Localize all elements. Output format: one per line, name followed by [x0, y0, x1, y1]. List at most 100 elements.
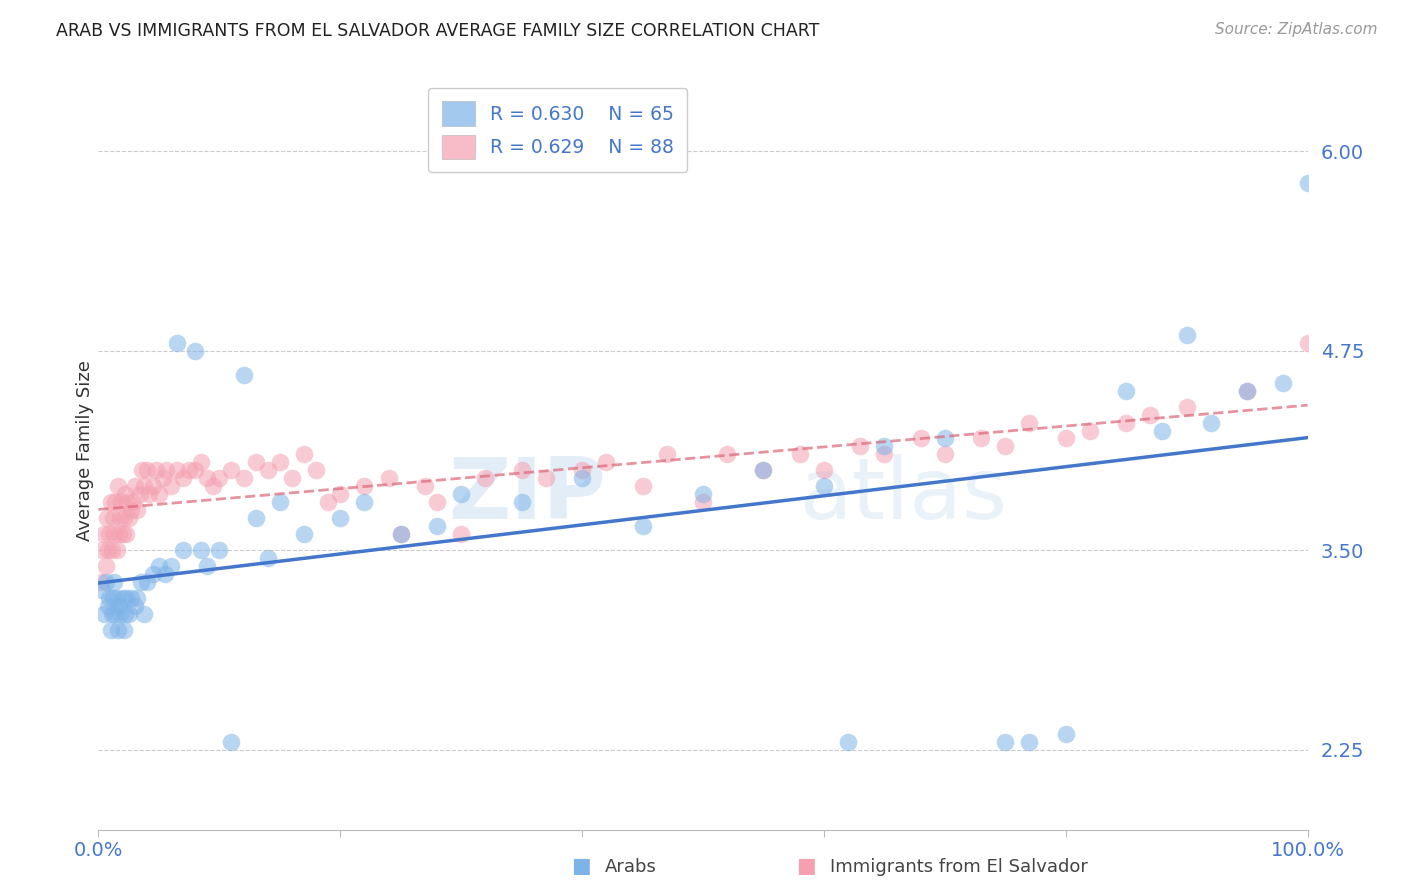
Point: [256, 551, 278, 566]
Point: [655, 447, 678, 461]
Point: [1115, 384, 1137, 398]
Point: [98, 591, 121, 606]
Point: [232, 368, 254, 382]
Point: [450, 527, 472, 541]
Point: [329, 487, 352, 501]
Point: [426, 495, 449, 509]
Point: [1296, 176, 1319, 190]
Point: [873, 447, 896, 461]
Point: [190, 455, 212, 469]
Text: ZIP: ZIP: [449, 454, 606, 538]
Point: [134, 607, 156, 621]
Point: [135, 575, 157, 590]
Text: Immigrants from El Salvador: Immigrants from El Salvador: [830, 858, 1087, 876]
Point: [994, 440, 1017, 454]
Point: [172, 543, 194, 558]
Point: [571, 463, 593, 477]
Point: [166, 335, 188, 350]
Point: [128, 487, 150, 501]
Text: Arabs: Arabs: [605, 858, 657, 876]
Point: [124, 599, 146, 613]
Point: [172, 471, 194, 485]
Point: [1078, 424, 1101, 438]
Point: [329, 511, 352, 525]
Point: [631, 519, 654, 533]
Point: [873, 440, 896, 454]
Point: [245, 455, 267, 469]
Point: [145, 463, 167, 477]
Point: [195, 471, 218, 485]
Point: [1175, 327, 1198, 342]
Text: atlas: atlas: [800, 454, 1008, 538]
Point: [789, 447, 811, 461]
Point: [474, 471, 496, 485]
Point: [450, 487, 472, 501]
Point: [120, 591, 142, 606]
Point: [135, 463, 157, 477]
Point: [232, 471, 254, 485]
Point: [1054, 727, 1077, 741]
Point: [837, 735, 859, 749]
Point: [510, 495, 533, 509]
Point: [752, 463, 775, 477]
Point: [94, 575, 117, 590]
Point: [115, 527, 138, 541]
Point: [849, 440, 872, 454]
Point: [91, 543, 114, 558]
Point: [934, 432, 956, 446]
Point: [108, 527, 131, 541]
Point: [426, 519, 449, 533]
Point: [148, 487, 170, 501]
Point: [101, 591, 124, 606]
Point: [131, 463, 153, 477]
Point: [208, 471, 231, 485]
Point: [114, 487, 136, 501]
Point: [114, 607, 136, 621]
Point: [118, 511, 141, 525]
Point: [221, 463, 243, 477]
Point: [510, 463, 533, 477]
Point: [692, 487, 714, 501]
Point: [134, 479, 156, 493]
Text: ■: ■: [796, 856, 815, 876]
Point: [115, 591, 138, 606]
Point: [1054, 432, 1077, 446]
Legend: R = 0.630    N = 65, R = 0.629    N = 88: R = 0.630 N = 65, R = 0.629 N = 88: [429, 88, 688, 172]
Point: [142, 567, 165, 582]
Point: [155, 463, 177, 477]
Point: [138, 487, 160, 501]
Point: [179, 463, 201, 477]
Point: [160, 479, 183, 493]
Point: [152, 471, 174, 485]
Text: ■: ■: [571, 856, 591, 876]
Point: [1139, 408, 1161, 422]
Point: [305, 463, 328, 477]
Point: [111, 591, 134, 606]
Point: [148, 559, 170, 574]
Point: [108, 607, 131, 621]
Point: [127, 503, 149, 517]
Point: [353, 495, 375, 509]
Point: [813, 463, 835, 477]
Point: [112, 511, 135, 525]
Point: [389, 527, 412, 541]
Point: [108, 599, 131, 613]
Text: ARAB VS IMMIGRANTS FROM EL SALVADOR AVERAGE FAMILY SIZE CORRELATION CHART: ARAB VS IMMIGRANTS FROM EL SALVADOR AVER…: [56, 22, 820, 40]
Point: [127, 591, 149, 606]
Point: [108, 511, 131, 525]
Point: [100, 607, 122, 621]
Point: [107, 623, 129, 637]
Point: [281, 471, 304, 485]
Point: [571, 471, 593, 485]
Point: [752, 463, 775, 477]
Point: [122, 495, 145, 509]
Point: [142, 479, 165, 493]
Point: [1175, 400, 1198, 414]
Point: [105, 543, 128, 558]
Point: [413, 479, 436, 493]
Point: [107, 479, 129, 493]
Point: [104, 607, 127, 621]
Point: [245, 511, 267, 525]
Point: [1236, 384, 1258, 398]
Point: [202, 479, 225, 493]
